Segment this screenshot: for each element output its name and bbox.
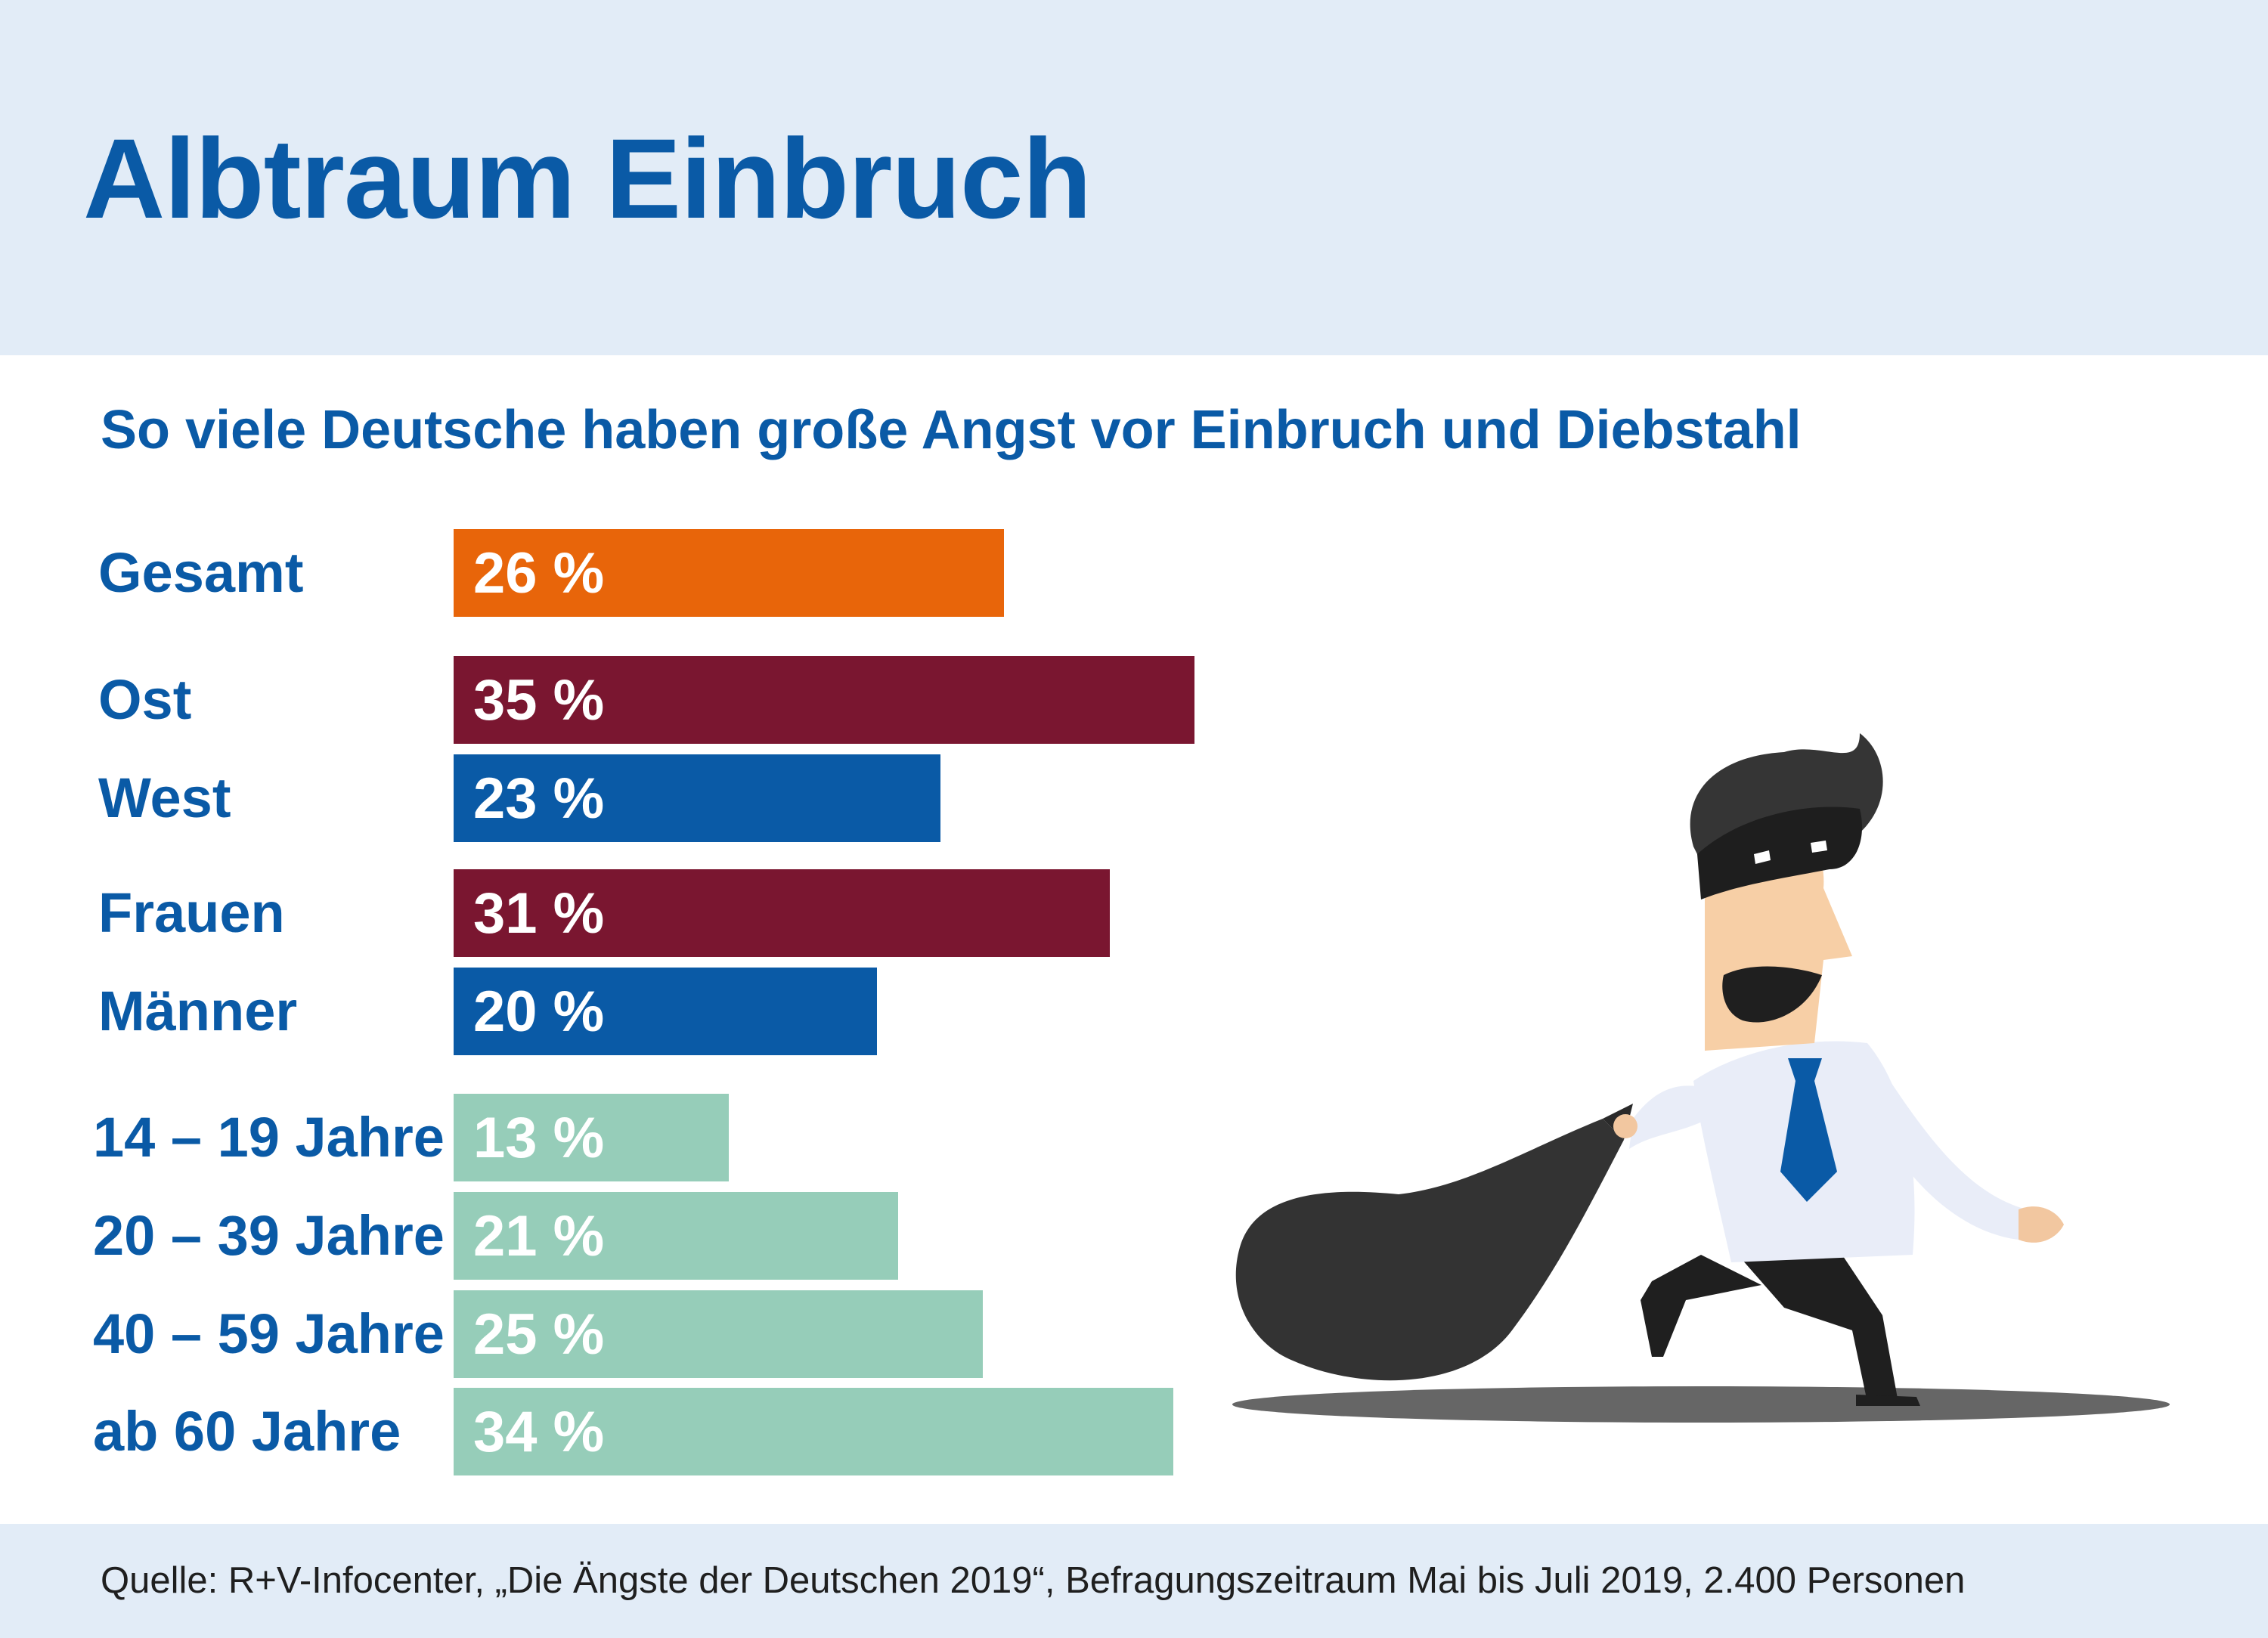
source-note: Quelle: R+V-Infocenter, „Die Ängste der … xyxy=(101,1560,1966,1601)
tie-icon xyxy=(1780,1058,1837,1202)
front-shoe xyxy=(1856,1395,1920,1406)
bar: 35 % xyxy=(454,656,1194,744)
bar: 34 % xyxy=(454,1388,1173,1475)
bar-label: 14 – 19 Jahre xyxy=(93,1106,445,1169)
footer-band xyxy=(0,1524,2268,1638)
bar-value-label: 35 % xyxy=(473,668,605,732)
bar-value-label: 26 % xyxy=(473,541,605,605)
bar-label: Frauen xyxy=(98,881,285,944)
front-arm xyxy=(1875,1081,2026,1240)
bar-value-label: 21 % xyxy=(473,1204,605,1268)
bar: 21 % xyxy=(454,1192,898,1280)
back-leg xyxy=(1641,1255,1761,1357)
bar-value-label: 13 % xyxy=(473,1106,605,1170)
eye-mask-icon xyxy=(1697,807,1863,900)
bar-label: 40 – 59 Jahre xyxy=(93,1302,445,1365)
bar: 31 % xyxy=(454,869,1110,957)
chart-subtitle: So viele Deutsche haben große Angst vor … xyxy=(101,400,1802,460)
back-arm xyxy=(1629,1085,1709,1149)
ground-shadow xyxy=(1232,1386,2170,1423)
back-hand xyxy=(1613,1114,1637,1138)
bar: 25 % xyxy=(454,1290,983,1378)
bar-value-label: 25 % xyxy=(473,1302,605,1367)
sack-icon xyxy=(1235,1104,1633,1381)
bar-label: West xyxy=(98,766,231,829)
bar-label: Gesamt xyxy=(98,541,304,604)
front-leg xyxy=(1731,1247,1898,1402)
mouth xyxy=(1722,966,1822,1023)
bar: 26 % xyxy=(454,529,1004,617)
bar-value-label: 23 % xyxy=(473,766,605,831)
page-title: Albtraum Einbruch xyxy=(83,115,1092,242)
bar-label: Ost xyxy=(98,668,192,731)
bar-value-label: 34 % xyxy=(473,1400,605,1464)
bar-value-label: 31 % xyxy=(473,881,605,946)
bar-label: 20 – 39 Jahre xyxy=(93,1204,445,1267)
bar-label: ab 60 Jahre xyxy=(93,1400,401,1463)
bar-value-label: 20 % xyxy=(473,980,605,1044)
header-band xyxy=(0,0,2268,355)
front-hand xyxy=(2019,1206,2064,1243)
bar: 20 % xyxy=(454,968,877,1055)
bar-label: Männer xyxy=(98,980,298,1042)
bar: 13 % xyxy=(454,1094,729,1181)
burglar-illustration xyxy=(1232,733,2170,1423)
bar: 23 % xyxy=(454,754,940,842)
